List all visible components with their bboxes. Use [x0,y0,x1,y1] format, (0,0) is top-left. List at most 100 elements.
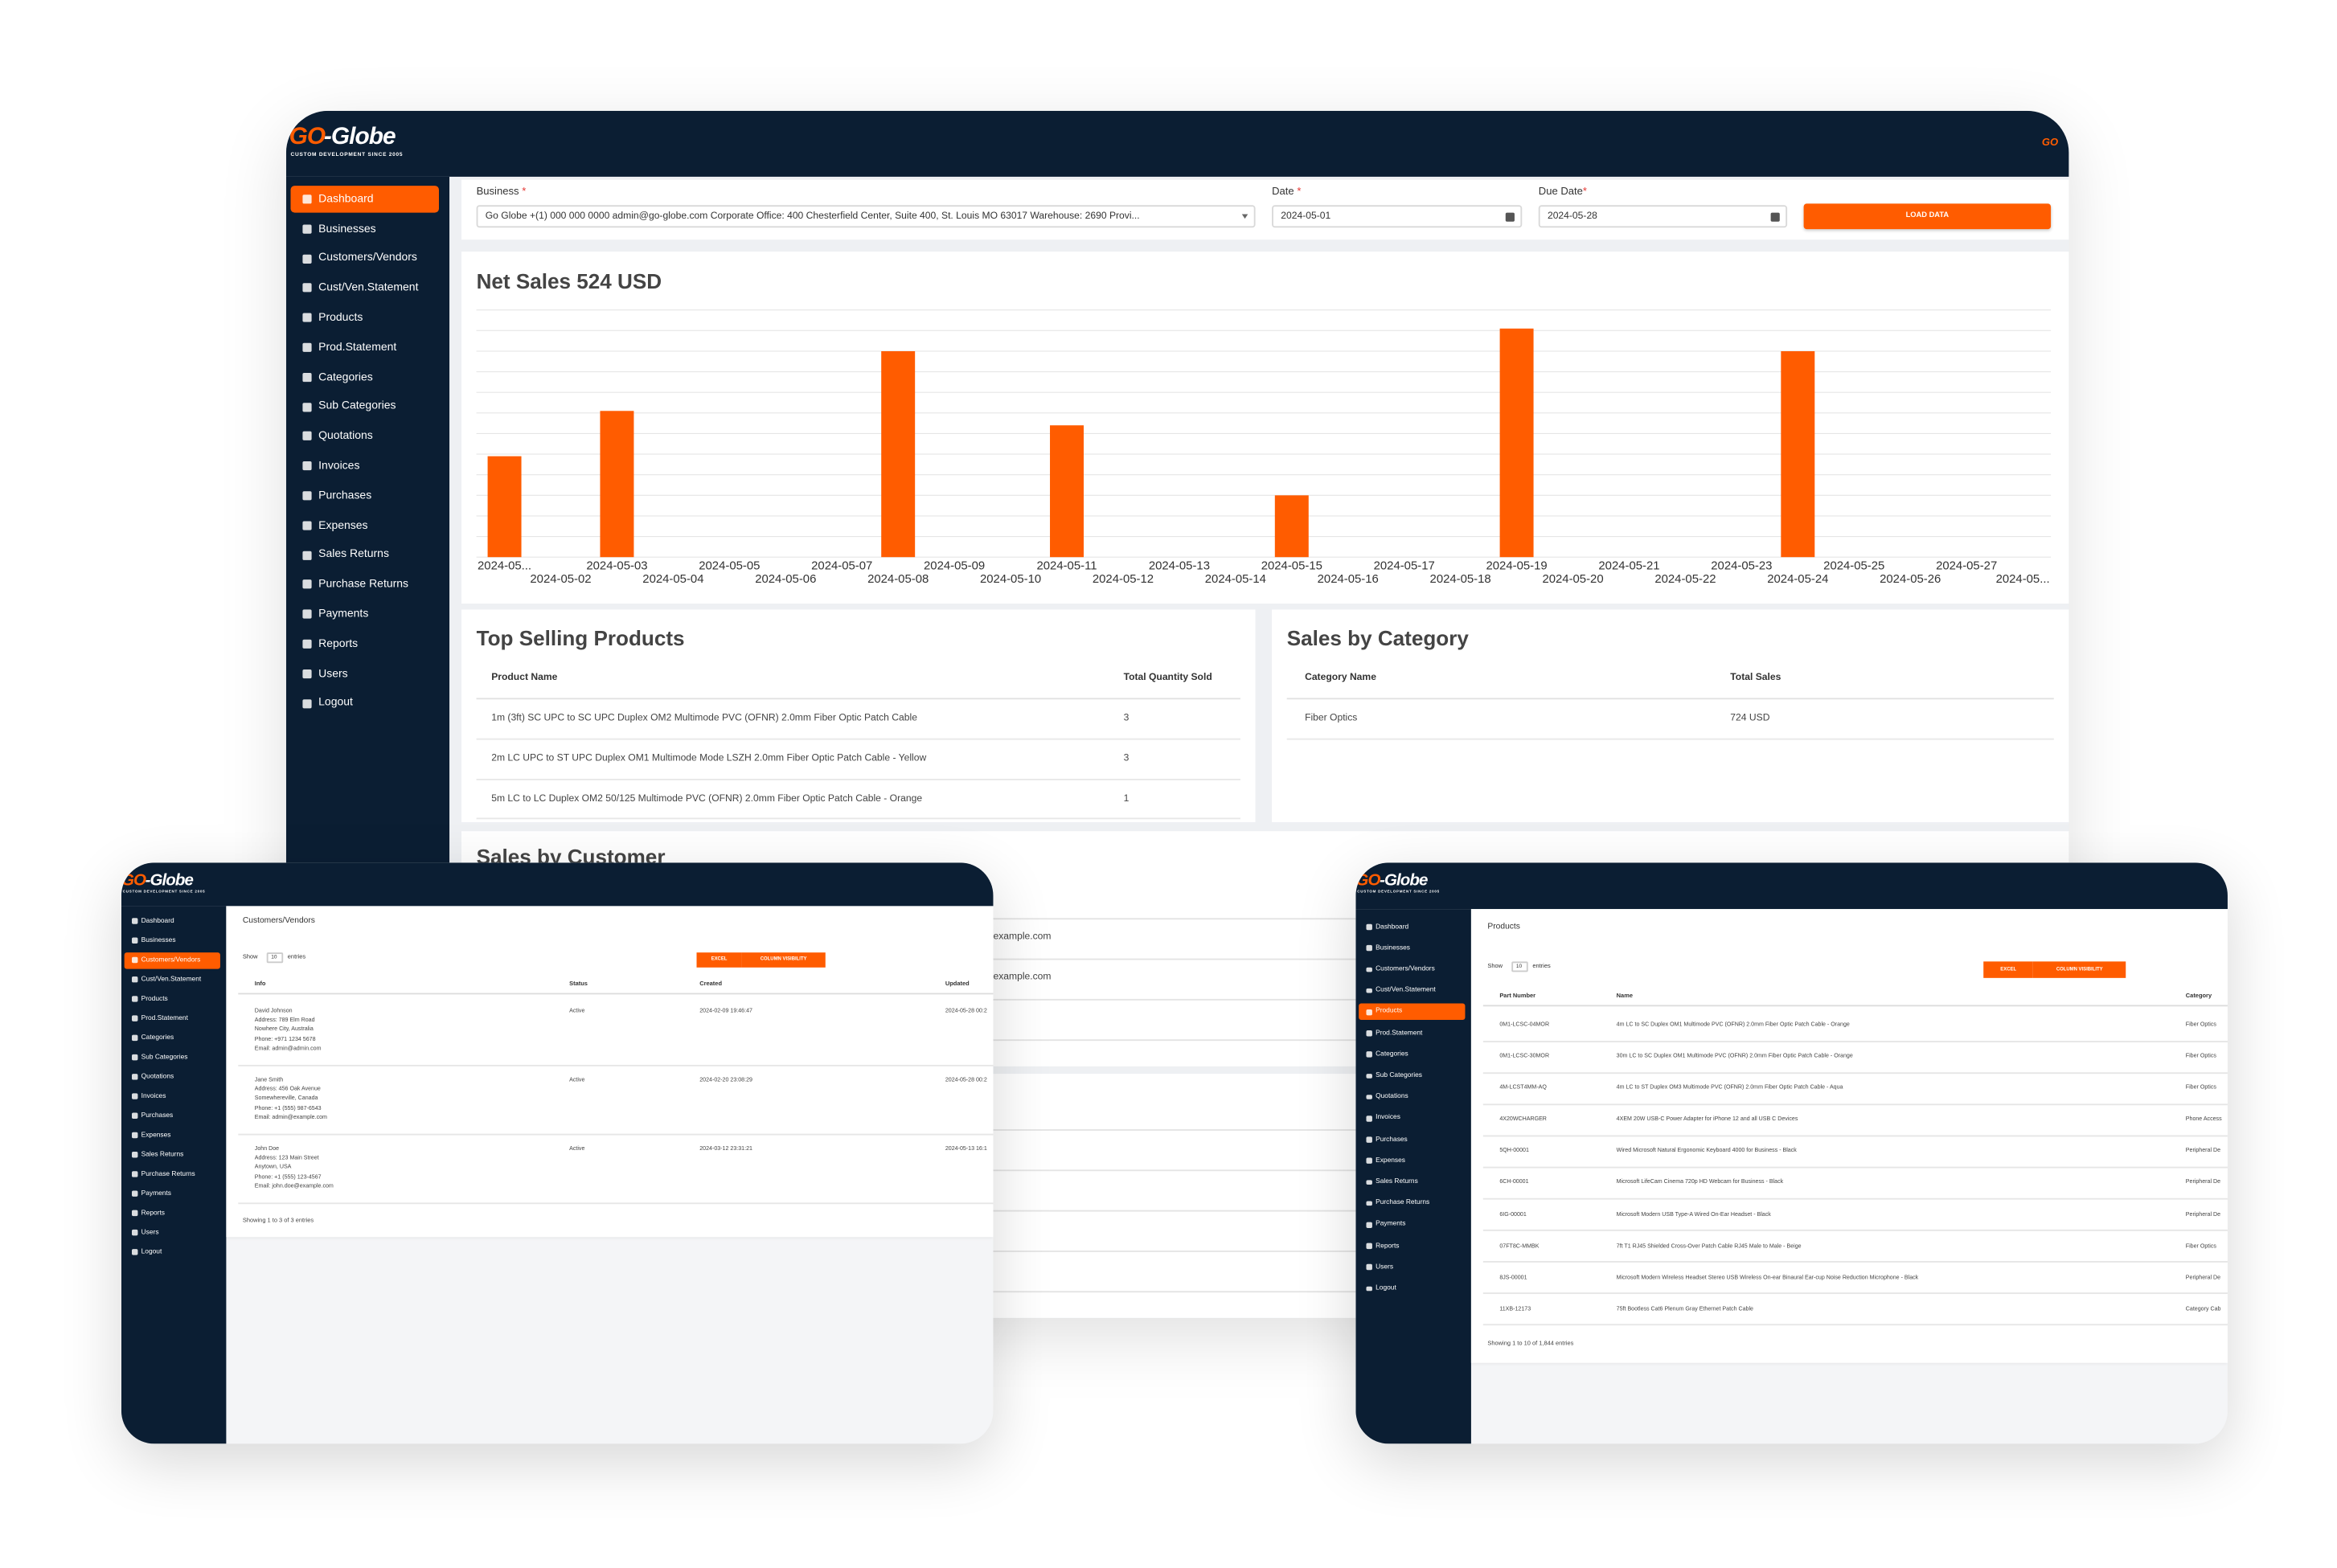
sidebar-label: Products [1376,1006,1403,1015]
sidebar-item[interactable]: Dashboard [1359,919,1465,935]
sidebar-item[interactable]: Users [1359,1259,1465,1275]
sidebar-item[interactable]: Prod.Statement [1359,1026,1465,1042]
sidebar-item[interactable]: Reports [125,1205,220,1221]
sidebar-item[interactable]: Prod.Statement [125,1010,220,1026]
sidebar-item[interactable]: Categories [291,363,439,391]
sidebar-item[interactable]: Sub Categories [1359,1067,1465,1083]
logo-mark: GO [121,871,146,890]
sidebar-item[interactable]: Purchases [1359,1132,1465,1148]
sidebar-item[interactable]: Businesses [1359,940,1465,956]
sidebar-item[interactable]: Reports [291,631,439,658]
page-size-value: 10 [1515,963,1523,969]
sidebar-item[interactable]: Dashboard [125,913,220,929]
sidebar-item[interactable]: Quotations [125,1069,220,1085]
sidebar-item[interactable]: Users [291,660,439,687]
sidebar-item[interactable]: Payments [291,601,439,628]
sidebar-item[interactable]: Purchases [291,482,439,510]
sidebar-item[interactable]: Sales Returns [125,1146,220,1162]
sidebar-item[interactable]: Expenses [291,512,439,539]
sidebar-label: Sales Returns [141,1149,184,1157]
sidebar-item[interactable]: Purchase Returns [1359,1195,1465,1211]
input-field[interactable]: 2024-05-01 [1272,205,1523,228]
sidebar-item[interactable]: Products [125,991,220,1007]
sidebar-item[interactable]: Quotations [291,423,439,450]
sidebar-item[interactable]: Products [291,305,439,332]
calendar-icon [1505,212,1515,222]
load-data-button[interactable]: LOAD DATA [1803,203,2052,230]
info-line: Email: admin@admin.com [254,1045,322,1051]
sidebar-label: Reports [318,636,359,650]
sidebar-item[interactable]: Categories [125,1030,220,1046]
sidebar-icon [131,1230,137,1235]
sidebar-item[interactable]: Purchases [125,1107,220,1124]
column-header: Status [569,979,588,987]
logo: GO -Globe CUSTOM DEVELOPMENT SINCE 2005 [289,125,433,163]
sidebar-item[interactable]: Cust/Ven.Statement [125,971,220,987]
x-tick-label: 2024-05-13 [1149,559,1210,572]
sidebar-label: Expenses [318,518,368,531]
calendar-icon [1770,212,1780,222]
sidebar-label: Businesses [1376,943,1411,951]
sidebar-icon [302,609,312,619]
sidebar-item[interactable]: Users [125,1224,220,1240]
input-field[interactable]: 2024-05-28 [1538,205,1788,228]
sidebar-item[interactable]: Businesses [291,215,439,243]
sidebar-item[interactable]: Invoices [1359,1110,1465,1126]
sidebar-item[interactable]: Logout [291,690,439,717]
export-button[interactable]: EXCEL [1983,961,2034,978]
sidebar-item[interactable]: Products [1359,1004,1466,1021]
sidebar-icon [131,1035,137,1041]
sidebar-item[interactable]: Sales Returns [291,542,439,569]
sidebar-item[interactable]: Customers/Vendors [1359,961,1465,977]
sidebar-label: Products [141,993,168,1001]
info-line: Jane Smith [254,1076,284,1083]
sidebar-item[interactable]: Payments [125,1185,220,1202]
sidebar-item[interactable]: Purchase Returns [125,1166,220,1182]
sidebar-icon [1366,967,1372,972]
x-tick-label: 2024-05-27 [1936,559,1997,572]
table-cell: Microsoft Modern USB Type-A Wired On-Ear… [1616,1210,1771,1218]
sidebar-item[interactable]: Purchase Returns [291,571,439,599]
sidebar-item[interactable]: Prod.Statement [291,334,439,362]
sidebar-item[interactable]: Customers/Vendors [291,245,439,272]
sidebar-label: Purchases [318,488,372,502]
sidebar-item[interactable]: Sub Categories [125,1049,220,1065]
sidebar-icon [302,224,312,234]
sidebar-icon [131,1074,137,1080]
export-button[interactable]: COLUMN VISIBILITY [2033,961,2126,978]
row-divider [238,1064,994,1066]
sidebar-item[interactable]: Cust/Ven.Statement [1359,983,1465,999]
chart: Net Sales 524 USD2024-05...2024-05-02202… [477,269,2052,586]
sidebar-item[interactable]: Reports [1359,1238,1465,1254]
sidebar-item[interactable]: Cust/Ven.Statement [291,275,439,302]
sidebar-item[interactable]: Quotations [1359,1089,1465,1105]
sidebar-item[interactable]: Logout [1359,1280,1465,1296]
sidebar-item[interactable]: Logout [125,1244,220,1260]
table-cell: Fiber Optics [2185,1242,2216,1249]
page-size-select[interactable]: 10 [1511,960,1528,972]
info-line: Anytown, USA [254,1164,292,1170]
logo-tagline: CUSTOM DEVELOPMENT SINCE 2005 [290,150,404,158]
sidebar-label: Categories [318,369,373,383]
sidebar-item[interactable]: Payments [1359,1217,1465,1233]
sidebar-item[interactable]: Categories [1359,1046,1465,1062]
export-button[interactable]: EXCEL [696,952,742,968]
x-tick-label: 2024-05-24 [1767,573,1828,586]
sidebar-item[interactable]: Expenses [1359,1152,1465,1169]
sidebar-label: Products [318,309,363,324]
sidebar-item[interactable]: Invoices [125,1088,220,1104]
page-size-select[interactable]: 10 [266,952,284,963]
input-field[interactable]: Go Globe +(1) 000 000 0000 admin@go-glob… [476,205,1256,228]
sidebar-item[interactable]: Sub Categories [291,393,439,420]
sidebar-item[interactable]: Customers/Vendors [124,952,220,968]
required-mark: * [1582,187,1587,199]
sidebar-item[interactable]: Businesses [125,932,220,948]
sidebar-item[interactable]: Expenses [125,1127,220,1143]
sidebar-icon [131,957,137,963]
sidebar-item[interactable]: Dashboard [290,186,439,213]
status: Active [569,1076,585,1083]
updated-date: 2024-05-28 00:2 [945,1007,987,1014]
sidebar-item[interactable]: Sales Returns [1359,1174,1465,1190]
sidebar-item[interactable]: Invoices [291,452,439,480]
export-button[interactable]: COLUMN VISIBILITY [741,952,826,968]
